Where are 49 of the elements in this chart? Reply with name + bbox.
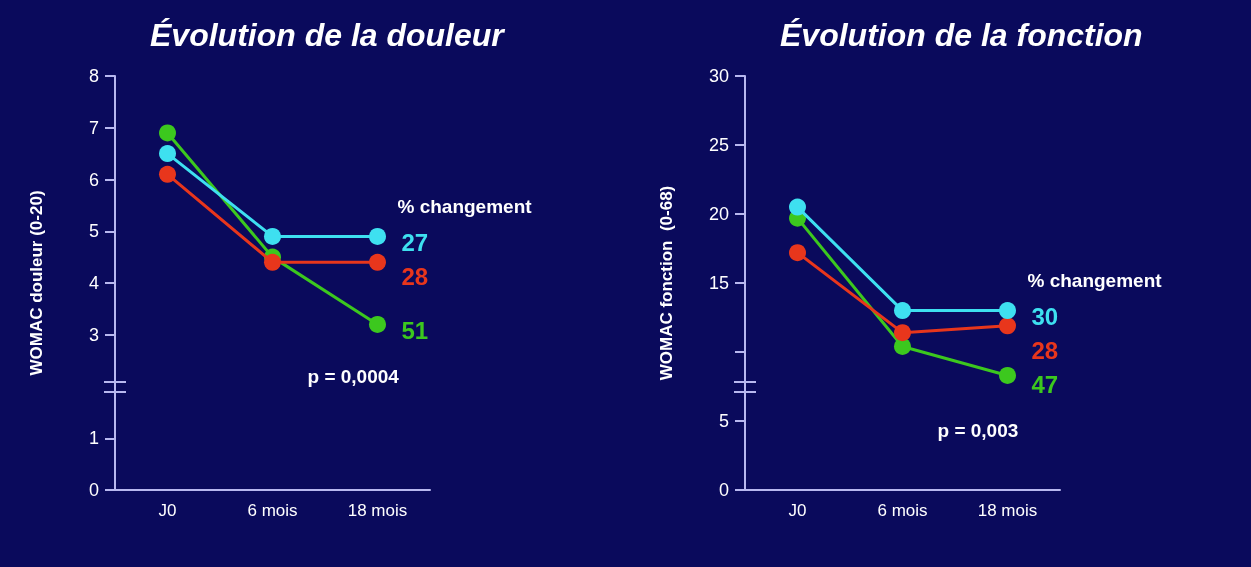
x-tick-label: 6 mois: [247, 501, 298, 520]
x-tick-label: 18 mois: [347, 501, 408, 520]
y-tick-label: 20: [708, 204, 729, 224]
chart-title: Évolution de la fonction: [780, 17, 1143, 53]
annotation: 47: [1031, 371, 1059, 399]
point: [894, 302, 911, 320]
y-tick-label: 4: [88, 273, 99, 293]
annotation: 27: [401, 228, 429, 256]
chart-title: Évolution de la douleur: [150, 17, 506, 53]
point: [789, 244, 806, 262]
x-tick-label: J0: [788, 501, 807, 520]
x-tick-label: J0: [158, 501, 177, 520]
x-tick-label: 6 mois: [877, 501, 928, 520]
point: [999, 366, 1016, 384]
annotation: 28: [401, 262, 429, 290]
point: [369, 253, 386, 271]
y-tick-label: 3: [88, 324, 99, 345]
annotation: % changement: [1027, 270, 1163, 292]
y-tick-label: 0: [718, 480, 729, 500]
y-tick-label: 6: [88, 169, 99, 190]
y-tick-label: 5: [718, 411, 729, 431]
point: [894, 324, 911, 342]
annotation: 30: [1031, 303, 1059, 331]
point: [369, 315, 386, 333]
annotation: p = 0,003: [937, 420, 1019, 442]
point: [159, 165, 176, 183]
point: [369, 227, 386, 245]
x-tick-label: 18 mois: [977, 501, 1038, 520]
y-tick-label: 15: [708, 273, 729, 293]
annotation: 28: [1031, 337, 1059, 365]
y-tick-label: 7: [88, 117, 99, 138]
point: [159, 145, 176, 163]
point: [999, 317, 1016, 335]
y-tick-label: 30: [708, 66, 729, 86]
y-axis-title: WOMAC douleur (0-20): [27, 190, 46, 376]
point: [999, 302, 1016, 320]
y-axis-title: WOMAC fonction (0-68): [657, 185, 676, 381]
annotation: 51: [401, 316, 429, 344]
y-tick-label: 25: [708, 135, 729, 155]
point: [789, 198, 806, 216]
point: [264, 227, 281, 245]
y-tick-label: 0: [88, 480, 99, 500]
point: [264, 253, 281, 271]
point: [159, 124, 176, 142]
y-tick-label: 5: [88, 221, 99, 242]
annotation: p = 0,0004: [307, 365, 400, 387]
y-tick-label: 1: [88, 428, 99, 449]
y-tick-label: 8: [88, 66, 99, 86]
annotation: % changement: [397, 195, 533, 217]
